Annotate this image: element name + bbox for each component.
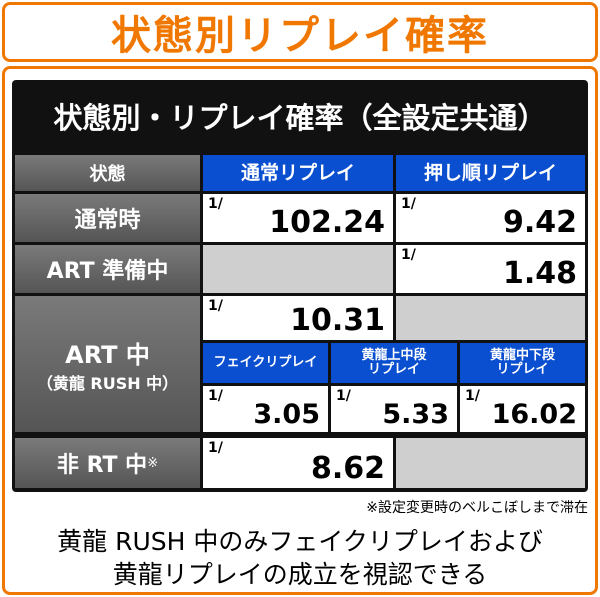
value-cell: 1/1.48 <box>396 245 585 293</box>
prefix: 1/ <box>208 298 223 314</box>
description-line: 黄龍 RUSH 中のみフェイクリプレイおよび <box>57 527 543 556</box>
prefix: 1/ <box>208 196 223 212</box>
empty-cell <box>396 296 585 340</box>
row-label: 非 RT 中 ※ <box>15 438 200 488</box>
value: 1.48 <box>502 256 577 291</box>
empty-cell <box>203 245 393 293</box>
subheader-text: 黄龍上中段 <box>361 347 427 363</box>
value-cell: 1/102.24 <box>203 194 393 242</box>
prefix: 1/ <box>208 440 223 456</box>
header-cell: 押し順リプレイ <box>396 155 585 191</box>
subheader-cell: 黄龍上中段 リプレイ <box>331 343 457 383</box>
empty-cell <box>396 438 585 488</box>
label: 非 RT 中 <box>56 453 148 478</box>
header-cell: 状態 <box>15 155 200 191</box>
value: 8.62 <box>310 451 385 486</box>
value: 10.31 <box>290 303 385 338</box>
value-cell: 1/10.31 <box>203 296 393 340</box>
value-cell: 1/5.33 <box>331 386 457 432</box>
note-mark: ※ <box>147 455 159 471</box>
header-cell: 通常リプレイ <box>203 155 393 191</box>
label: ART 中 <box>65 340 150 369</box>
subheader-text: リプレイ <box>367 362 420 377</box>
row-label: ART 準備中 <box>15 245 200 293</box>
content-frame <box>2 66 598 595</box>
description-line: 黄龍リプレイの成立を視認できる <box>112 560 488 589</box>
value: 9.42 <box>502 205 577 240</box>
value: 16.02 <box>491 399 577 430</box>
footnote: ※設定変更時のベルこぼしまで滞在 <box>366 500 588 516</box>
value: 102.24 <box>269 205 385 240</box>
subheader-cell: フェイクリプレイ <box>203 343 328 383</box>
subheader-text: リプレイ <box>496 362 549 377</box>
value: 3.05 <box>253 399 320 430</box>
sublabel: （黄龍 RUSH 中） <box>36 373 179 393</box>
row-label: ART 中 （黄龍 RUSH 中） <box>15 296 200 432</box>
value-cell: 1/8.62 <box>203 438 393 488</box>
prefix: 1/ <box>401 196 416 212</box>
value-cell: 1/3.05 <box>203 386 328 432</box>
value-cell: 1/9.42 <box>396 194 585 242</box>
subheader-text: 黄龍中下段 <box>489 347 555 363</box>
prefix: 1/ <box>208 388 223 404</box>
table-title: 状態別・リプレイ確率（全設定共通） <box>53 101 547 135</box>
subheader-cell: 黄龍中下段 リプレイ <box>460 343 585 383</box>
prefix: 1/ <box>401 247 416 263</box>
value-cell: 1/16.02 <box>460 386 585 432</box>
prefix: 1/ <box>336 388 351 404</box>
row-label: 通常時 <box>15 194 200 242</box>
prefix: 1/ <box>465 388 480 404</box>
page-title: 状態別リプレイ確率 <box>2 2 598 62</box>
subheader-text: フェイクリプレイ <box>213 354 318 370</box>
value: 5.33 <box>382 399 449 430</box>
